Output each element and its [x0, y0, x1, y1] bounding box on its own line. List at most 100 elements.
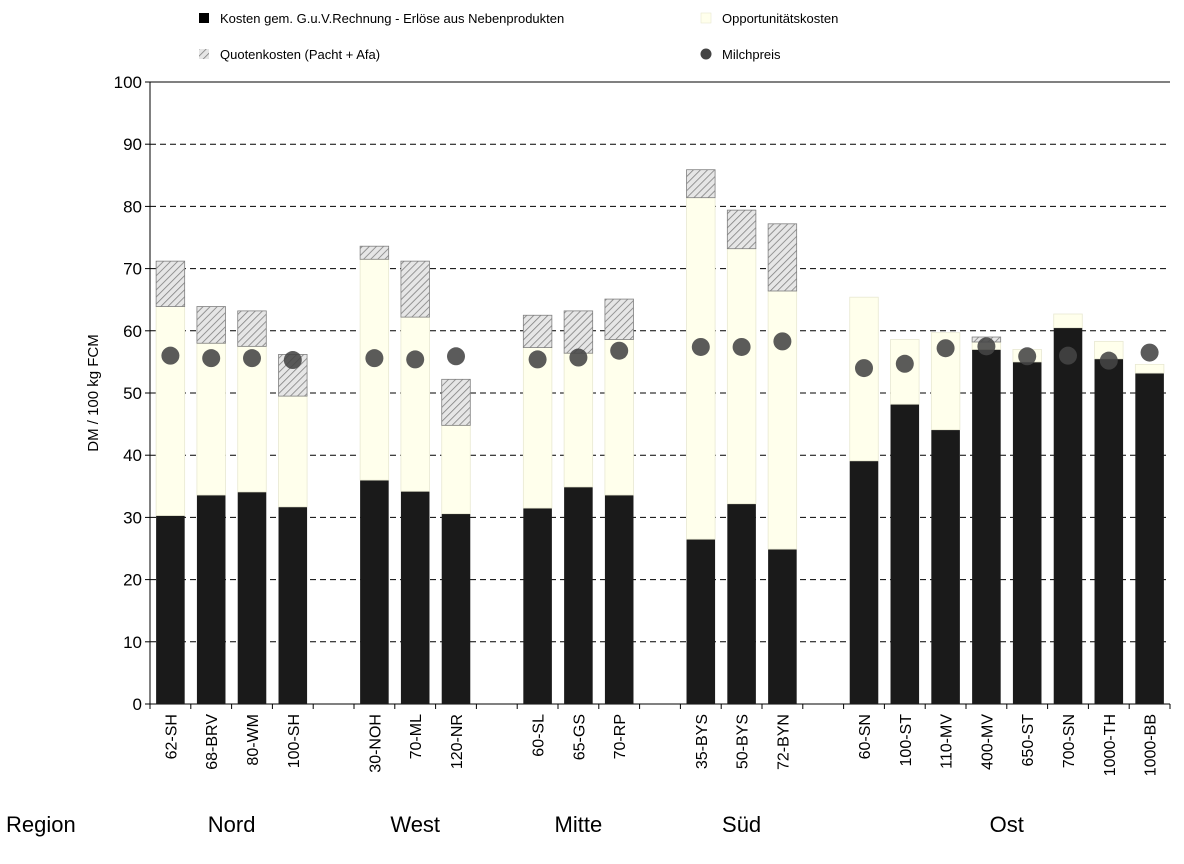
bar-quotenkosten: [563, 310, 594, 354]
x-category-label: 30-NOH: [367, 714, 384, 773]
bar-opportunitaetskosten: [563, 352, 594, 488]
bar-quotenkosten: [686, 169, 716, 199]
bar-opportunitaetskosten: [726, 248, 757, 505]
bar-quotenkosten: [155, 260, 186, 307]
x-category-label: 1000-BB: [1143, 714, 1160, 776]
bar-opportunitaetskosten: [196, 342, 226, 496]
milk-price-point-50-BYS: [732, 337, 751, 356]
y-tick-label: 50: [123, 384, 142, 403]
y-axis: 0 10 20 30 40 50 60 70 80 90 100: [114, 73, 150, 714]
bar-stack-650-ST: [1012, 349, 1042, 704]
bars: [155, 169, 1165, 704]
y-axis-title: DM / 100 kg FCM: [85, 334, 102, 452]
bar-quotenkosten: [441, 378, 471, 426]
bar-kosten: [972, 349, 1001, 704]
legend-label: Milchpreis: [722, 47, 781, 62]
bar-kosten: [1094, 358, 1124, 704]
bar-stack-60-SN: [849, 296, 879, 704]
milk-price-point-110-MV: [936, 339, 955, 358]
bar-kosten: [1012, 361, 1042, 704]
bar-stack-60-SL: [522, 314, 553, 704]
legend-label: Quotenkosten (Pacht + Afa): [220, 47, 380, 62]
bar-opportunitaetskosten: [359, 258, 390, 481]
bar-kosten: [890, 404, 920, 704]
region-row: Region Nord West Mitte Süd Ost: [6, 812, 1024, 837]
bar-stack-35-BYS: [686, 169, 716, 704]
bar-stack-68-BRV: [196, 306, 226, 704]
x-category-label: 62-SH: [163, 714, 180, 759]
bar-stack-110-MV: [930, 332, 961, 704]
milk-price-point-68-BRV: [202, 349, 221, 368]
x-category-label: 50-BYS: [735, 714, 752, 769]
bar-opportunitaetskosten: [155, 306, 186, 516]
bar-stack-72-BYN: [767, 223, 798, 704]
bar-kosten: [604, 495, 634, 704]
milk-price-point-100-ST: [895, 354, 914, 373]
bar-kosten: [768, 549, 797, 704]
region-row-label: Region: [6, 812, 76, 837]
legend-item-quotenkosten: Quotenkosten (Pacht + Afa): [199, 47, 380, 62]
milk-price-point-72-BYN: [773, 332, 792, 351]
x-category-label: 70-RP: [612, 714, 629, 759]
x-axis-ticks: [149, 704, 1171, 709]
bar-kosten: [360, 480, 389, 704]
bar-opportunitaetskosten: [1053, 313, 1083, 329]
milk-price-point-400-MV: [977, 337, 996, 356]
bar-stack-100-ST: [890, 339, 920, 704]
bar-kosten: [278, 506, 308, 704]
milk-price-point-700-SN: [1059, 346, 1077, 365]
bar-opportunitaetskosten: [604, 339, 634, 496]
bar-opportunitaetskosten: [400, 316, 430, 492]
x-category-label: 400-MV: [979, 714, 996, 770]
y-tick-label: 30: [123, 508, 142, 527]
bar-opportunitaetskosten: [441, 424, 471, 515]
y-tick-label: 100: [114, 73, 142, 92]
y-tick-label: 10: [123, 633, 142, 652]
milk-price-point-70-ML: [406, 350, 425, 369]
milk-price-points: [161, 332, 1159, 378]
milk-price-point-62-SH: [161, 346, 180, 365]
region-label: Ost: [990, 812, 1024, 837]
x-category-label: 60-SN: [857, 714, 874, 759]
bar-opportunitaetskosten: [522, 347, 553, 509]
bar-stack-70-ML: [400, 260, 430, 704]
y-tick-label: 80: [123, 197, 142, 216]
milk-price-point-80-WM: [243, 349, 261, 368]
bar-stack-1000-BB: [1134, 363, 1165, 704]
bar-quotenkosten: [196, 306, 226, 344]
bar-kosten: [1135, 373, 1164, 704]
legend-label: Opportunitätskosten: [722, 11, 838, 26]
bar-kosten: [400, 491, 430, 704]
bar-stack-70-RP: [604, 298, 634, 704]
milk-price-point-70-RP: [610, 341, 629, 360]
x-category-label: 60-SL: [531, 714, 548, 757]
milk-price-point-35-BYS: [691, 337, 710, 356]
bar-stack-700-SN: [1053, 313, 1083, 704]
milk-price-point-650-ST: [1018, 347, 1037, 366]
gridlines: [150, 81, 1170, 643]
x-category-label: 1000-TH: [1102, 714, 1119, 776]
bar-opportunitaetskosten: [767, 290, 798, 550]
x-category-label: 650-ST: [1020, 714, 1037, 767]
region-label: Mitte: [555, 812, 603, 837]
bar-kosten: [441, 513, 471, 704]
bar-quotenkosten: [237, 310, 267, 347]
bar-kosten: [931, 429, 960, 704]
x-category-labels: 62-SH 68-BRV 80-WM 100-SH 30-NOH 70-ML 120-NR 6…: [163, 714, 1159, 777]
bar-quotenkosten: [604, 298, 634, 340]
x-category-label: 35-BYS: [694, 714, 711, 769]
legend-swatch: [700, 48, 712, 60]
bar-kosten: [156, 515, 185, 704]
milk-price-point-60-SL: [528, 350, 547, 369]
bar-kosten: [727, 503, 756, 704]
legend-swatch: [199, 49, 209, 59]
bar-stack-80-WM: [237, 310, 267, 704]
bar-opportunitaetskosten: [686, 197, 716, 540]
x-category-label: 700-SN: [1061, 714, 1078, 768]
milk-price-point-100-SH: [283, 351, 302, 370]
bar-opportunitaetskosten: [1134, 363, 1165, 374]
x-category-label: 65-GS: [571, 714, 588, 760]
x-category-label: 110-MV: [939, 714, 956, 769]
